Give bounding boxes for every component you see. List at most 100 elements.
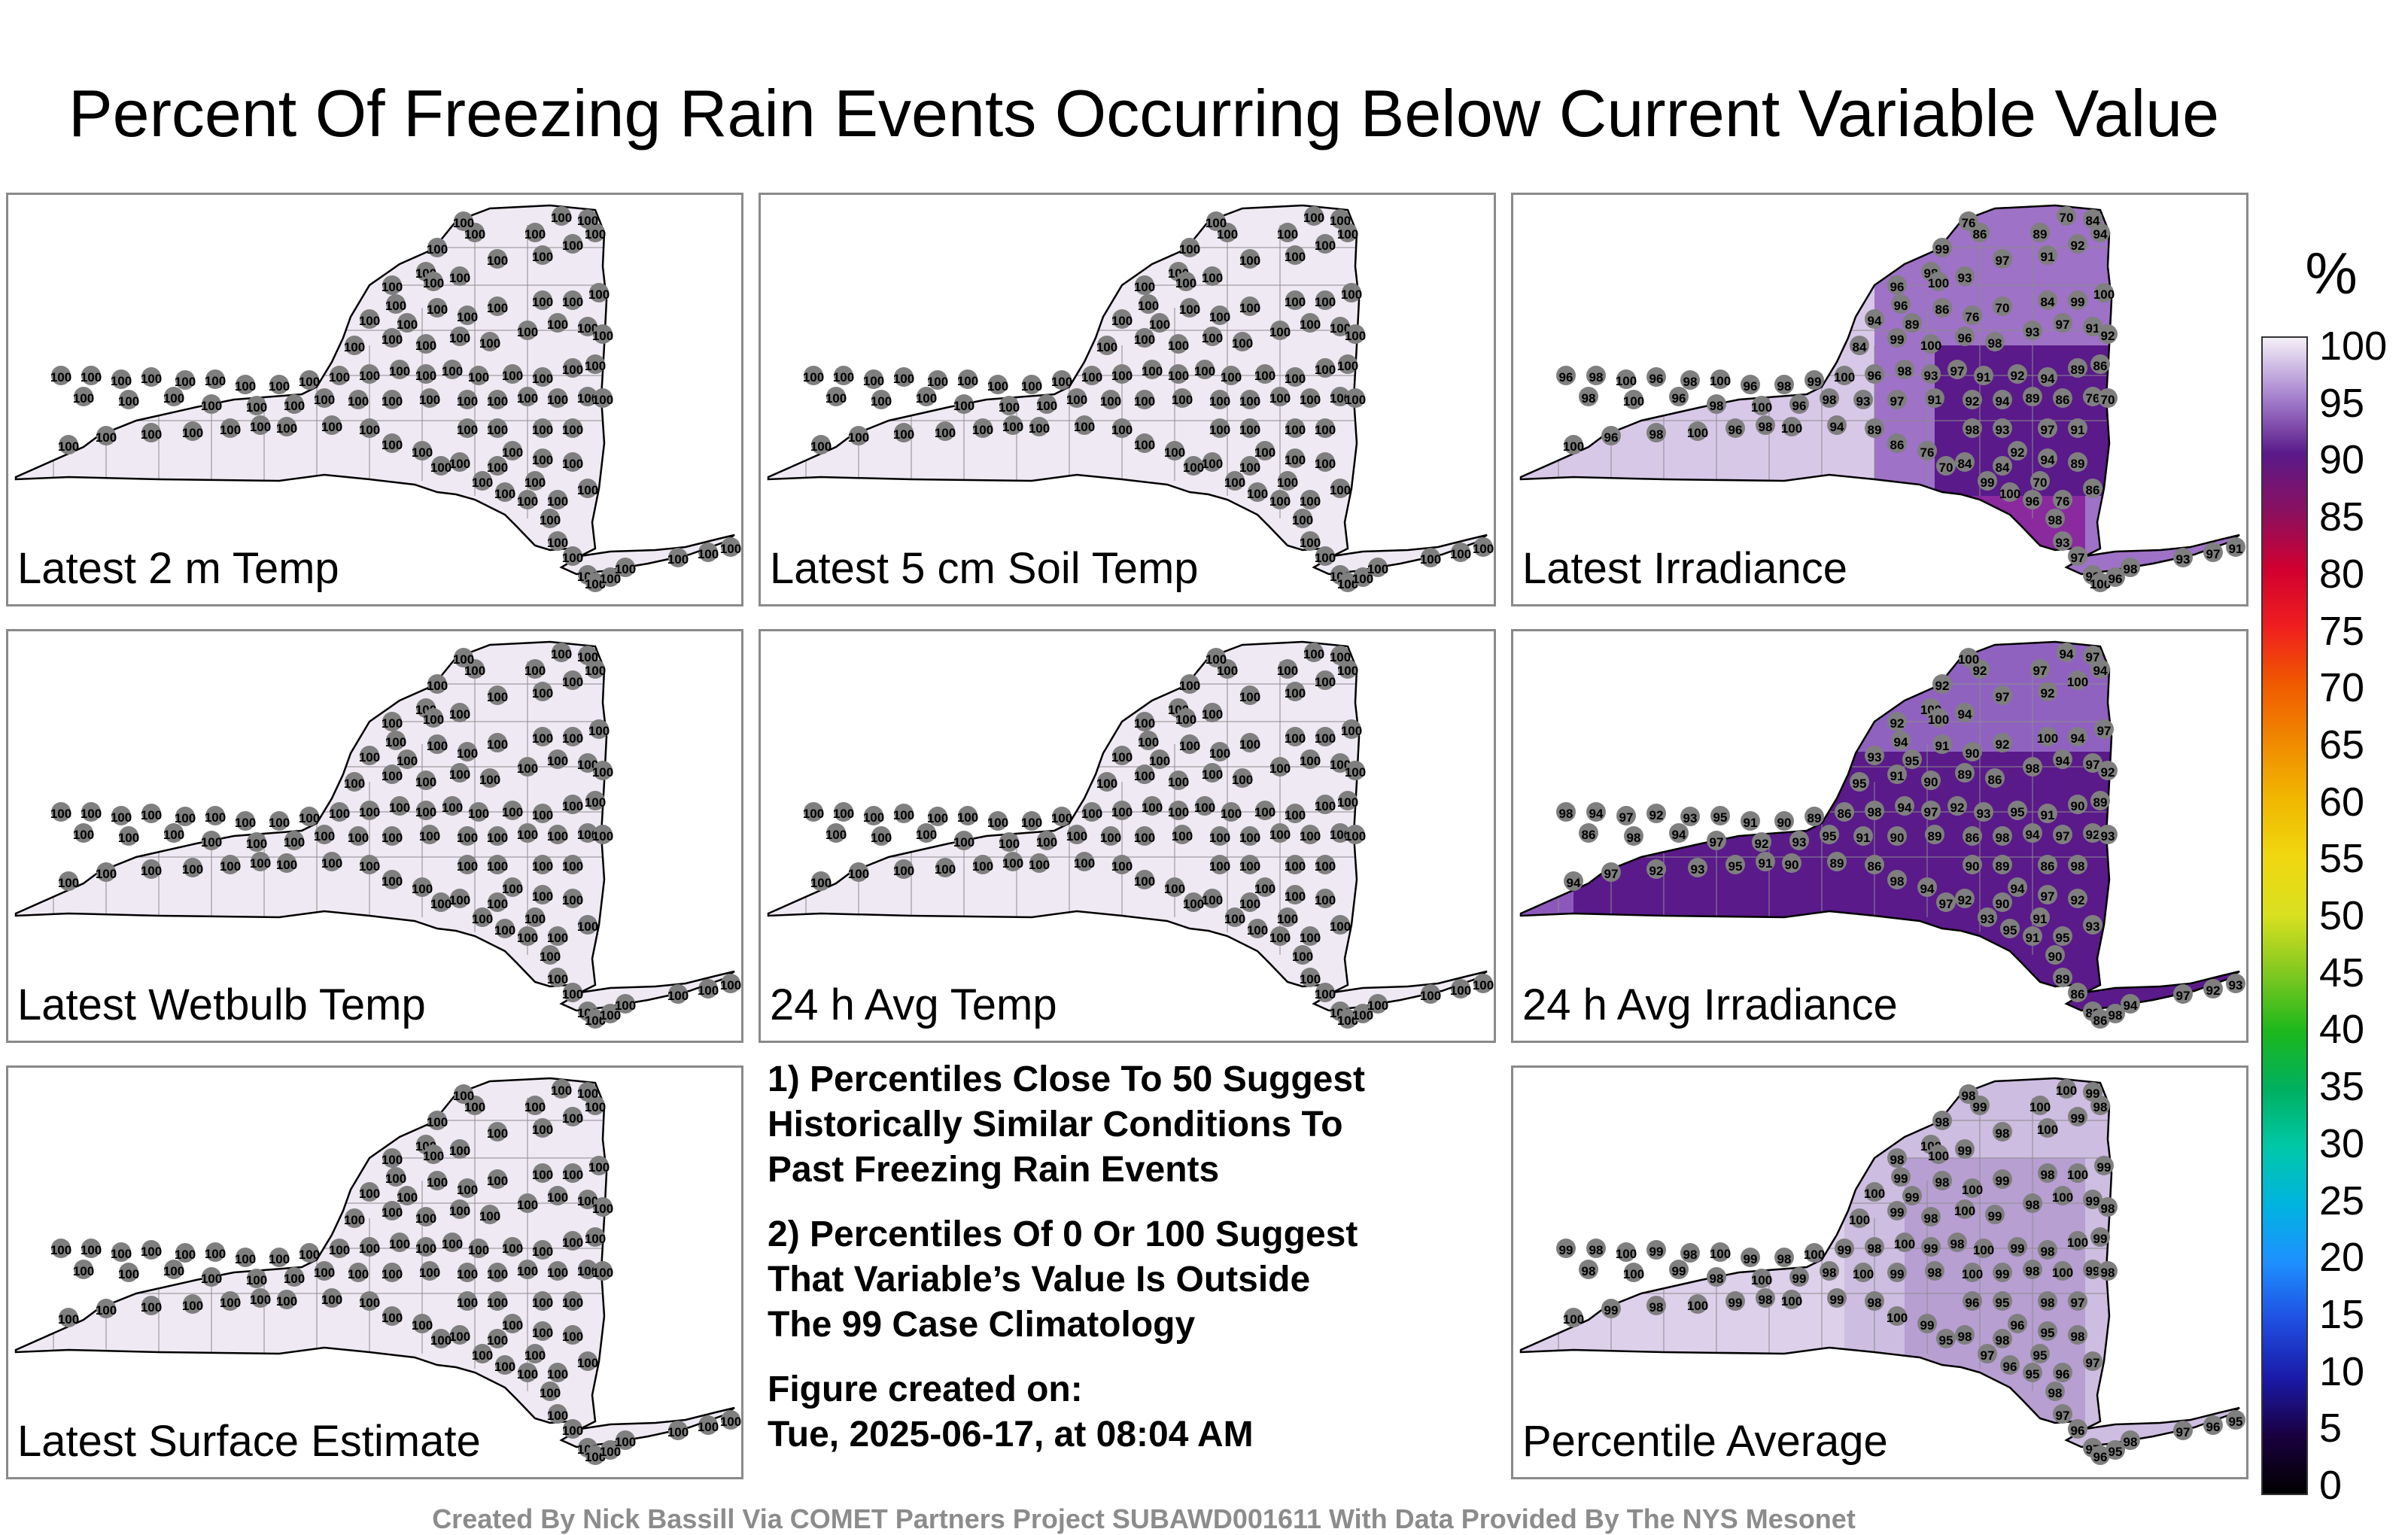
- station-value: 100: [382, 280, 403, 294]
- station-value: 100: [562, 1236, 583, 1250]
- station-value: 100: [1330, 758, 1351, 772]
- station-value: 91: [2033, 912, 2048, 926]
- station-marker: [1616, 806, 1636, 825]
- station-value: 100: [592, 829, 613, 843]
- station-marker: [548, 968, 567, 987]
- station-value: 95: [2229, 1415, 2243, 1429]
- station-marker: [1993, 1291, 2012, 1311]
- station-marker: [2105, 1004, 2125, 1023]
- station-value: 100: [524, 664, 546, 678]
- station-value: 100: [1239, 831, 1260, 845]
- station-marker: [1315, 889, 1335, 908]
- station-value: 99: [2086, 1194, 2100, 1208]
- station-value: 100: [430, 897, 451, 911]
- station-marker: [488, 418, 507, 438]
- station-value: 98: [1935, 1175, 1950, 1190]
- station-marker: [322, 1288, 342, 1308]
- station-marker: [600, 1004, 620, 1023]
- station-marker: [616, 994, 635, 1014]
- station-marker: [804, 366, 823, 385]
- station-value: 100: [1149, 318, 1170, 332]
- station-marker: [593, 825, 613, 844]
- station-marker: [1725, 418, 1745, 438]
- station-marker: [416, 364, 436, 384]
- station-marker: [1315, 418, 1335, 438]
- station-marker: [360, 1182, 379, 1202]
- station-value: 100: [1221, 807, 1242, 821]
- station-value: 93: [2026, 325, 2040, 339]
- station-value: 93: [1958, 271, 1972, 285]
- station-marker: [2023, 823, 2042, 843]
- station-value: 98: [2071, 1330, 2085, 1344]
- station-marker: [1820, 388, 1839, 408]
- station-marker: [1345, 761, 1365, 780]
- station-marker: [2023, 757, 2042, 777]
- station-marker: [1925, 825, 1944, 844]
- station-value: 93: [1996, 423, 2010, 437]
- station-value: 96: [1728, 423, 1743, 437]
- station-value: 100: [397, 754, 418, 768]
- station-value: 100: [1315, 731, 1336, 746]
- station-marker: [2038, 1321, 2057, 1341]
- station-value: 76: [1962, 216, 1976, 230]
- station-marker: [1003, 415, 1023, 435]
- station-value: 99: [1935, 242, 1950, 257]
- note-percentiles-50: 1) Percentiles Close To 50 Suggest Histo…: [768, 1059, 1366, 1190]
- station-marker: [548, 825, 567, 844]
- station-value: 100: [547, 829, 568, 843]
- station-value: 100: [577, 1356, 598, 1370]
- station-value: 92: [1950, 801, 1965, 815]
- colorbar-tick-label: 45: [2319, 950, 2365, 995]
- station-value: 100: [577, 758, 598, 772]
- station-value: 100: [1209, 859, 1230, 874]
- station-marker: [427, 734, 447, 754]
- station-marker: [141, 859, 161, 879]
- station-marker: [1921, 1237, 1941, 1257]
- station-marker: [721, 1410, 740, 1430]
- station-marker: [2023, 1260, 2042, 1279]
- station-value: 100: [1781, 1294, 1802, 1309]
- station-value: 99: [2097, 1160, 2112, 1175]
- station-value: 100: [1239, 897, 1260, 911]
- station-marker: [1963, 1263, 1982, 1282]
- station-value: 100: [423, 713, 444, 727]
- station-value: 100: [1021, 379, 1042, 394]
- station-value: 100: [457, 310, 478, 324]
- station-value: 100: [58, 876, 79, 890]
- station-value: 100: [1217, 664, 1238, 678]
- station-marker: [1929, 708, 1948, 728]
- station-value: 97: [2176, 1425, 2191, 1439]
- station-marker: [1850, 336, 1869, 355]
- station-value: 100: [423, 276, 444, 290]
- station-value: 100: [810, 439, 832, 454]
- station-marker: [1342, 283, 1361, 302]
- station-marker: [578, 1351, 597, 1371]
- station-value: 100: [220, 1296, 241, 1310]
- station-marker: [473, 471, 492, 491]
- station-value: 100: [1066, 393, 1087, 407]
- station-marker: [1285, 855, 1305, 874]
- station-marker: [1135, 328, 1154, 348]
- station-value: 100: [246, 400, 267, 415]
- station-value: 89: [2056, 972, 2070, 986]
- station-marker: [1616, 1242, 1636, 1262]
- station-value: 100: [81, 370, 102, 385]
- station-value: 97: [1890, 394, 1905, 409]
- station-marker: [1917, 441, 1937, 460]
- station-value: 100: [1751, 1273, 1772, 1287]
- station-marker: [1315, 290, 1335, 310]
- station-value: 94: [2071, 731, 2085, 746]
- station-marker: [525, 1344, 545, 1363]
- station-marker: [1112, 855, 1132, 874]
- station-marker: [578, 1260, 597, 1279]
- station-marker: [616, 558, 635, 577]
- station-marker: [503, 801, 522, 820]
- station-marker: [2068, 795, 2087, 814]
- station-value: 100: [96, 430, 117, 445]
- station-marker: [1895, 360, 1914, 379]
- station-value: 100: [588, 287, 610, 302]
- station-marker: [1278, 471, 1297, 491]
- station-value: 100: [577, 828, 598, 842]
- station-value: 99: [1672, 1264, 1686, 1278]
